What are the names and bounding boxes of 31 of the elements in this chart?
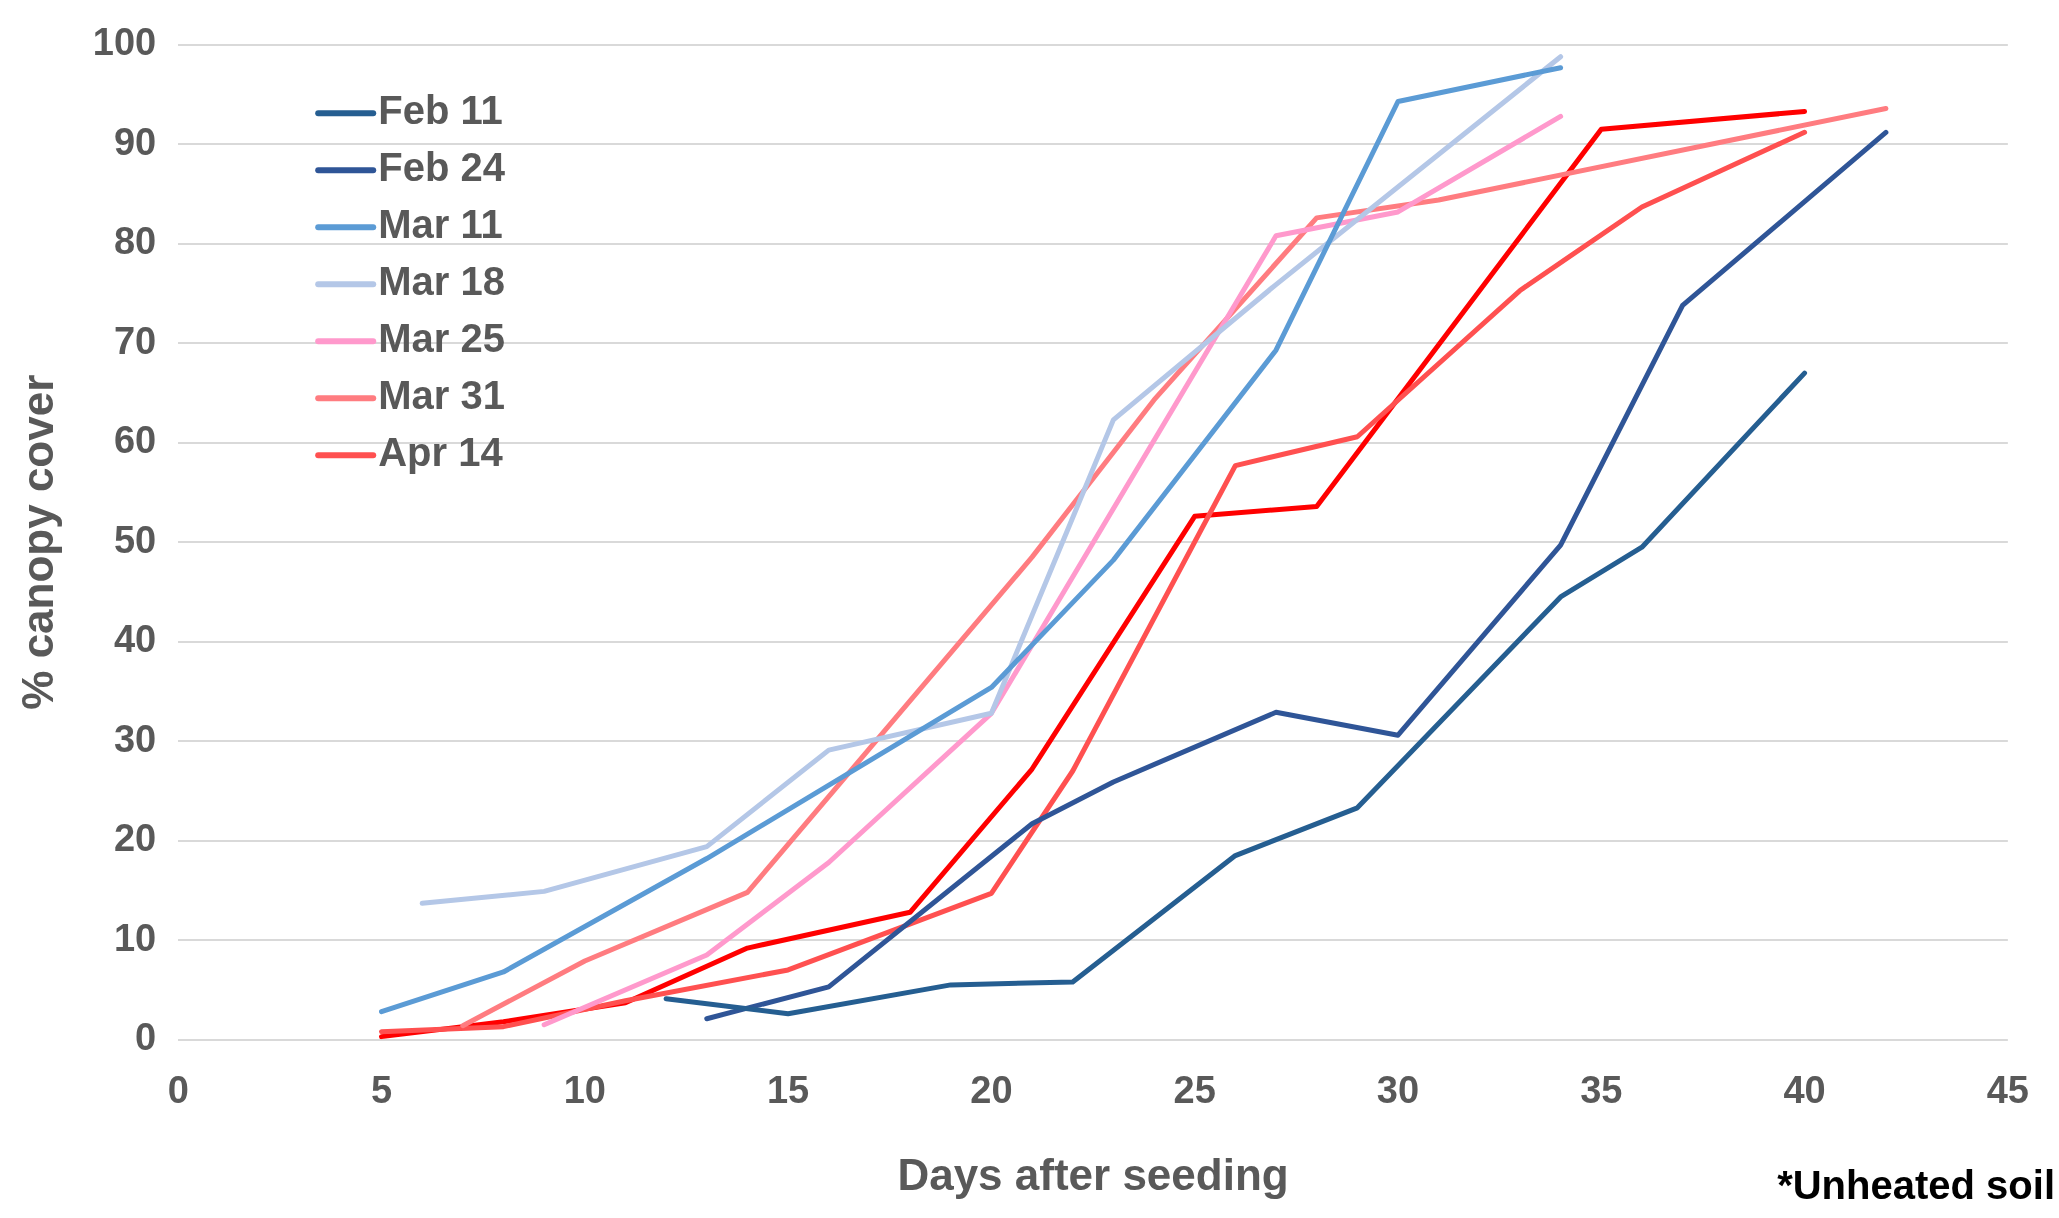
y-tick-label: 100	[92, 21, 157, 64]
legend-label: Mar 18	[378, 259, 505, 304]
x-tick-label: 40	[1783, 1068, 1826, 1111]
x-axis-title: Days after seeding	[897, 1149, 1289, 1199]
y-tick-label: 10	[113, 916, 157, 959]
y-tick-label: 90	[113, 120, 157, 163]
y-tick-label: 50	[113, 518, 157, 561]
x-tick-label: 45	[1986, 1068, 2030, 1111]
x-tick-label: 0	[167, 1068, 189, 1111]
y-tick-label: 40	[113, 618, 157, 661]
x-tick-label: 15	[766, 1068, 810, 1111]
y-tick-label: 0	[135, 1016, 157, 1059]
x-tick-label: 5	[370, 1068, 393, 1111]
x-tick-label: 25	[1173, 1068, 1216, 1111]
x-tick-label: 20	[970, 1068, 1013, 1111]
legend-label: Mar 11	[378, 202, 503, 247]
legend-label: Mar 25	[378, 316, 505, 361]
y-tick-label: 60	[113, 419, 157, 462]
legend-label: Mar 31	[378, 373, 505, 418]
legend-label: Apr 14	[378, 430, 504, 475]
x-tick-label: 30	[1376, 1068, 1420, 1111]
x-tick-label: 35	[1580, 1068, 1623, 1111]
legend-label: Feb 24	[378, 145, 506, 190]
y-axis-title: % canopy cover	[12, 374, 62, 710]
text: *Unheated soil	[1777, 1163, 2055, 1208]
y-tick-label: 70	[113, 319, 157, 362]
y-tick-label: 20	[113, 817, 157, 860]
legend-label: Feb 11	[378, 88, 503, 133]
y-tick-label: 80	[113, 220, 157, 263]
y-tick-label: 30	[113, 717, 157, 760]
x-tick-label: 10	[563, 1068, 606, 1111]
